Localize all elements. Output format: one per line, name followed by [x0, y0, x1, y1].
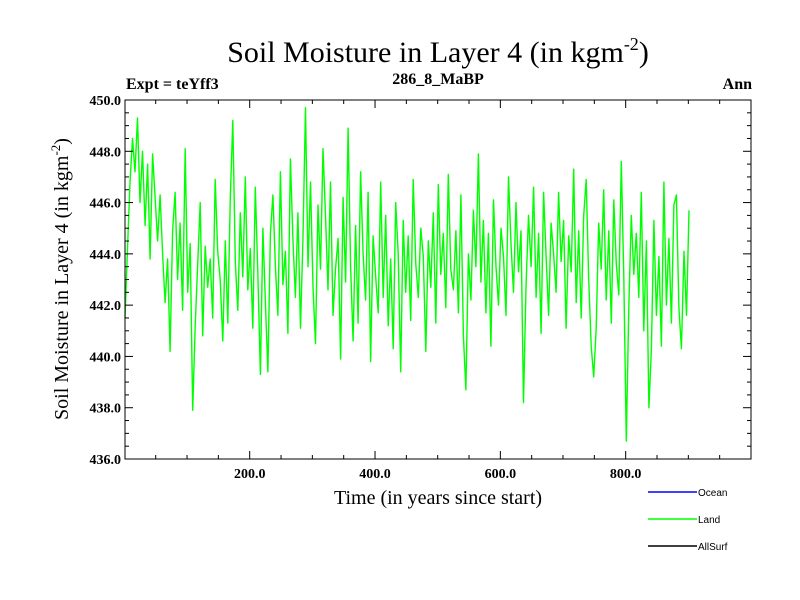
y-tick-label: 438.0: [90, 402, 122, 417]
legend-label-allsurf: AllSurf: [698, 542, 728, 553]
chart-title: Soil Moisture in Layer 4 (in kgm-2): [227, 34, 649, 69]
subtitle-center: 286_8_MaBP: [392, 71, 484, 88]
y-tick-label: 442.0: [90, 299, 122, 314]
y-tick-label: 446.0: [90, 197, 122, 212]
x-tick-label: 600.0: [485, 467, 517, 482]
x-tick-label: 400.0: [359, 467, 391, 482]
legend-label-ocean: Ocean: [698, 488, 727, 499]
y-tick-label: 450.0: [90, 94, 122, 109]
x-tick-label: 200.0: [234, 467, 266, 482]
x-tick-label: 800.0: [610, 467, 642, 482]
x-axis: 200.0 400.0 600.0 800.0: [155, 100, 721, 482]
plot-area: [125, 100, 751, 459]
subtitle-right: Ann: [723, 76, 752, 93]
x-axis-label: Time (in years since start): [334, 487, 542, 509]
legend-label-land: Land: [698, 515, 720, 526]
y-tick-label: 448.0: [90, 145, 122, 160]
y-axis: 436.0 438.0 440.0 442.0 444.0 446.0 448.0 450.0: [90, 94, 751, 468]
subtitle-left: Expt = teYff3: [126, 76, 219, 93]
series-layer: [124, 106, 690, 442]
y-axis-label: Soil Moisture in Layer 4 (in kgm-2): [48, 138, 73, 420]
series-line-land: [124, 106, 690, 442]
y-tick-label: 436.0: [90, 453, 122, 468]
legend: Ocean Land AllSurf: [648, 488, 728, 553]
y-tick-label: 444.0: [90, 248, 122, 263]
y-tick-label: 440.0: [90, 350, 122, 365]
